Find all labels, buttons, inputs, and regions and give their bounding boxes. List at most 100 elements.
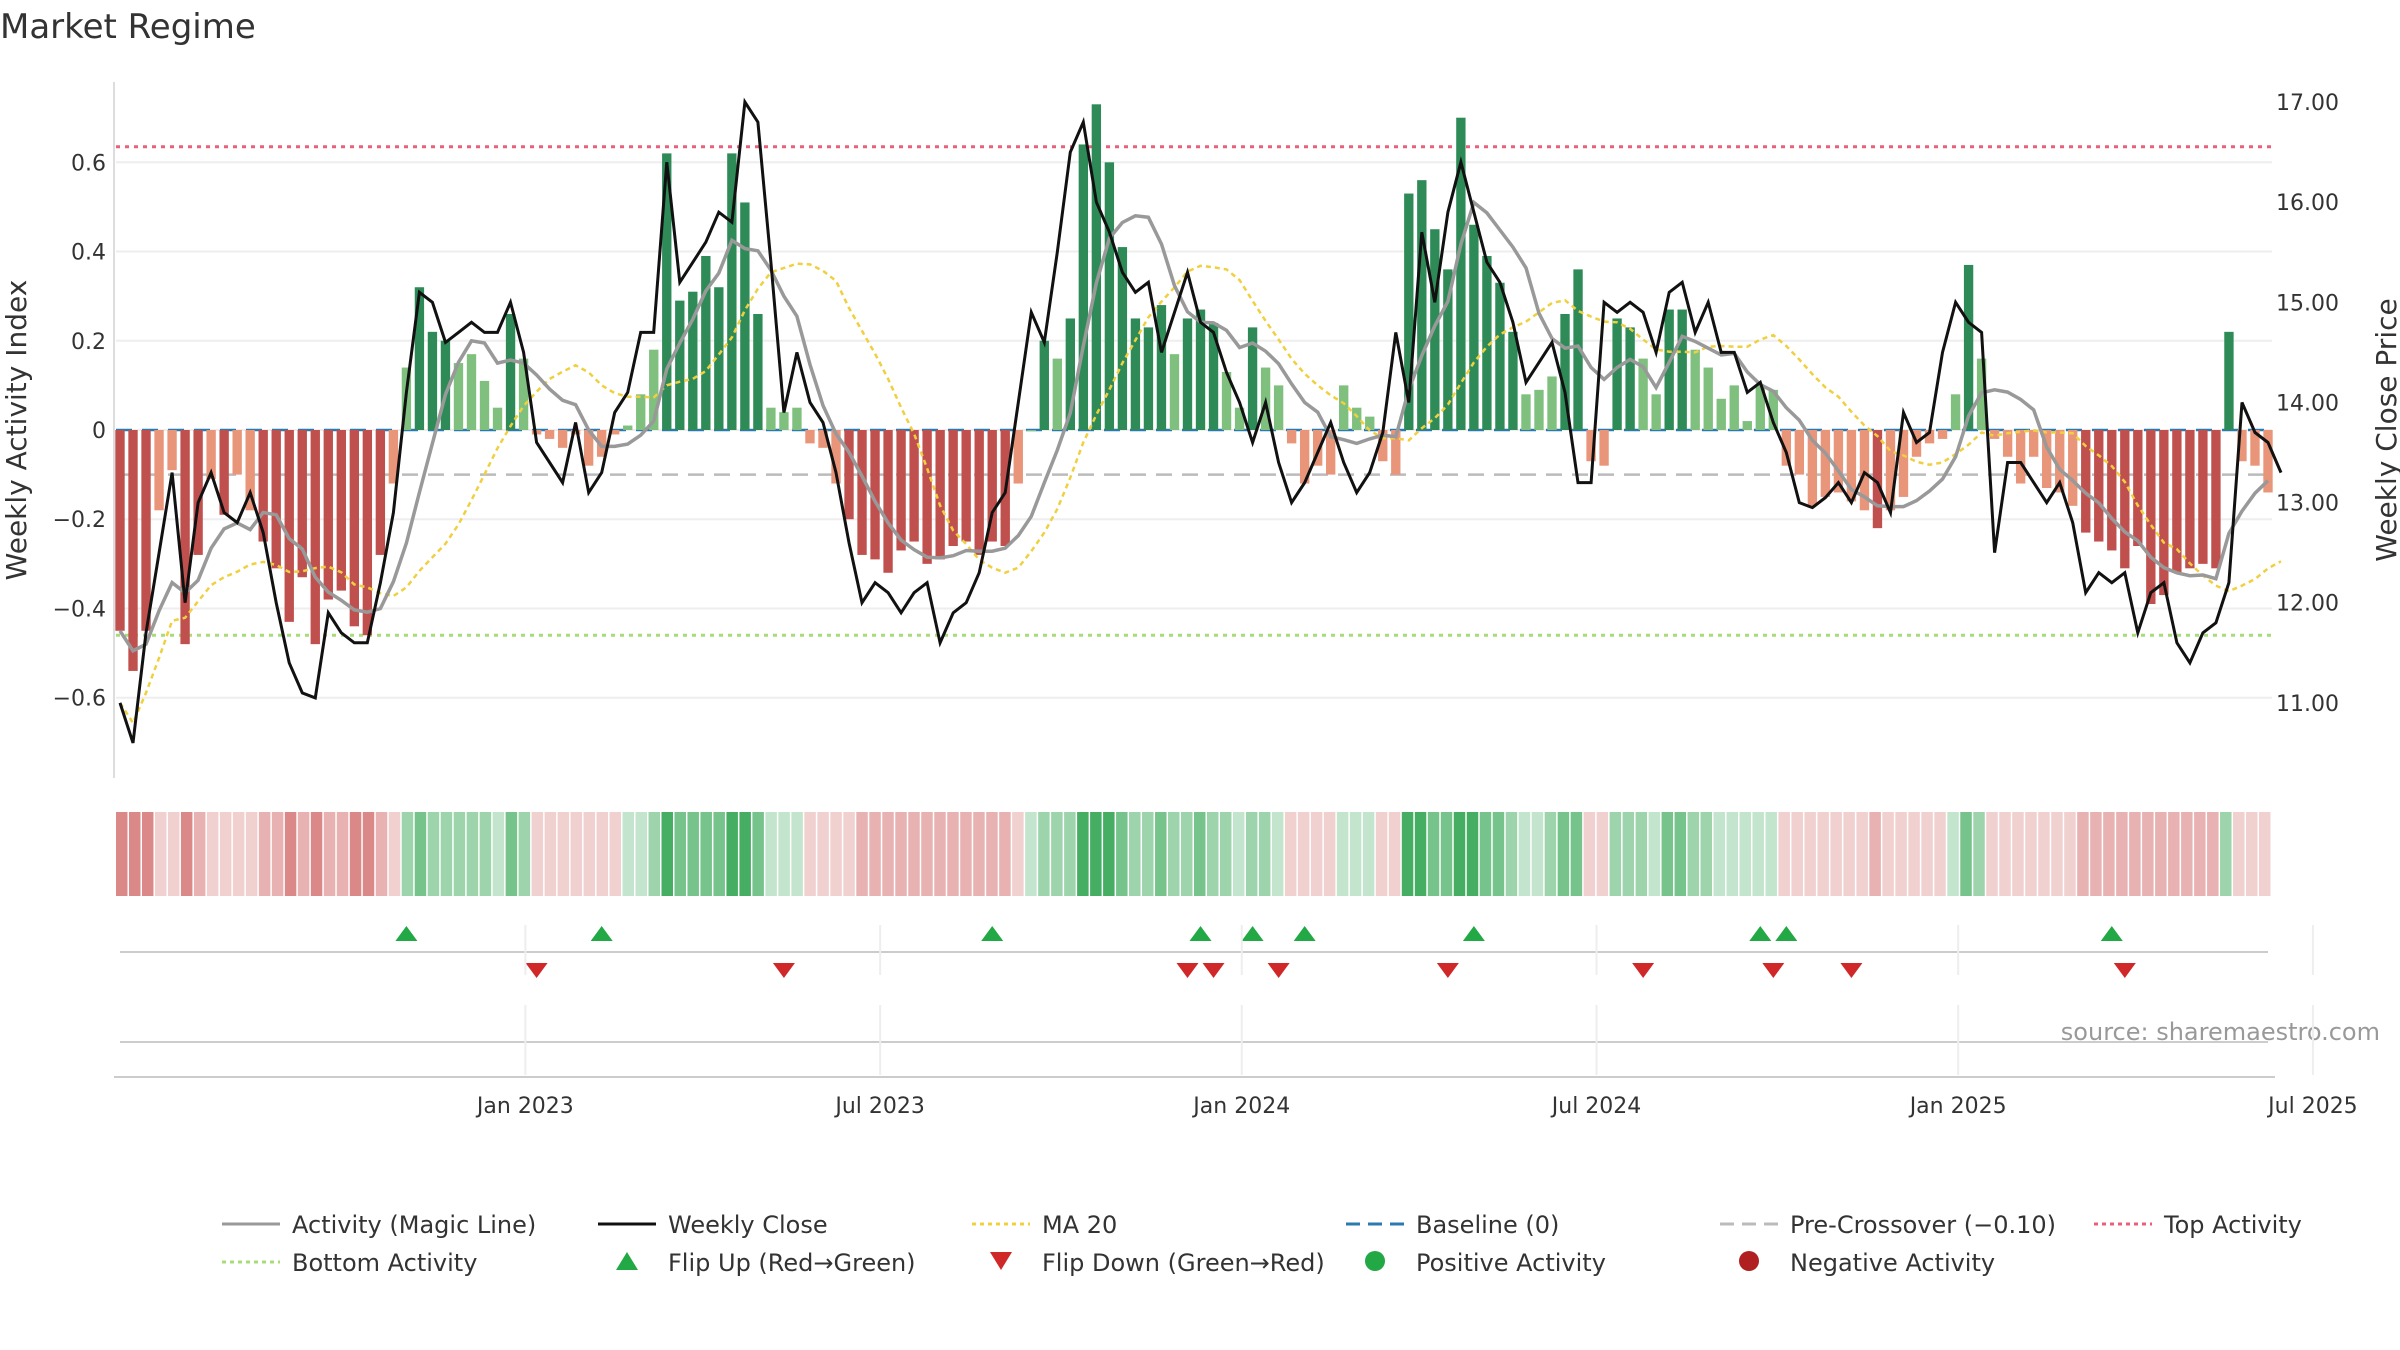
regime-strip-cell xyxy=(284,812,297,896)
legend-swatch-up xyxy=(616,1252,638,1270)
activity-bar xyxy=(610,430,620,435)
regime-strip-cell xyxy=(1271,812,1284,896)
activity-bar xyxy=(427,331,438,430)
activity-bar xyxy=(805,430,815,444)
regime-strip-cell xyxy=(1038,812,1050,896)
activity-bar xyxy=(974,430,984,555)
left-tick-label: 0.4 xyxy=(71,241,106,266)
activity-bar xyxy=(128,430,138,671)
regime-strip-cell xyxy=(2194,812,2206,896)
activity-bar xyxy=(1495,282,1505,430)
activity-bar xyxy=(740,202,750,430)
activity-bar xyxy=(883,430,893,573)
activity-bar xyxy=(1026,430,1036,431)
regime-strip-cell xyxy=(323,812,336,896)
flip-up-marker xyxy=(1293,926,1316,941)
regime-strip-cell xyxy=(505,812,518,896)
regime-strip-cell xyxy=(1232,812,1245,896)
regime-strip-cell xyxy=(1116,812,1128,896)
activity-bar xyxy=(1534,389,1544,430)
flip-up-marker xyxy=(1749,926,1772,941)
activity-bar xyxy=(870,430,880,560)
regime-strip-cell xyxy=(180,812,193,896)
legend-label: Activity (Magic Line) xyxy=(292,1211,536,1239)
activity-bar xyxy=(2015,430,2026,484)
regime-strip-cell xyxy=(1168,812,1180,896)
activity-bar xyxy=(1664,309,1674,430)
x-tick-label: Jul 2023 xyxy=(833,1094,925,1119)
activity-bar xyxy=(2094,430,2104,542)
regime-strip-cell xyxy=(1181,812,1193,896)
regime-strip-cell xyxy=(1206,812,1219,896)
regime-strip-cell xyxy=(999,812,1011,896)
activity-bar xyxy=(1599,430,1609,466)
regime-strip-cell xyxy=(648,812,660,896)
regime-strip-cell xyxy=(960,812,972,896)
regime-strip-cell xyxy=(2207,812,2219,896)
regime-strip-cell xyxy=(778,812,790,896)
regime-strip-cell xyxy=(1401,812,1414,896)
activity-bar xyxy=(1508,331,1518,430)
regime-strip-cell xyxy=(882,812,894,896)
activity-bar xyxy=(193,430,203,555)
regime-strip-cell xyxy=(466,812,479,896)
regime-strip-cell xyxy=(116,812,128,896)
regime-strip-cell xyxy=(635,812,648,896)
activity-bar xyxy=(2002,430,2013,457)
regime-strip-cell xyxy=(2233,812,2245,896)
activity-bar xyxy=(310,430,320,645)
regime-strip-cell xyxy=(2090,812,2102,896)
activity-bar xyxy=(297,430,307,578)
activity-bar xyxy=(1768,389,1778,430)
activity-bar xyxy=(466,354,477,430)
activity-bar xyxy=(1195,309,1206,430)
activity-bar xyxy=(1872,430,1883,529)
activity-bar xyxy=(557,430,568,448)
regime-strip-cell xyxy=(1453,812,1466,896)
activity-bar xyxy=(414,287,425,430)
activity-bar xyxy=(388,430,399,484)
flip-up-marker xyxy=(981,926,1004,941)
regime-strip-cell xyxy=(1986,812,1998,896)
activity-bar xyxy=(1560,314,1570,430)
regime-strip-cell xyxy=(596,812,609,896)
flip-up-marker xyxy=(2100,926,2123,941)
regime-strip-cell xyxy=(1895,812,1907,896)
right-tick-label: 13.00 xyxy=(2276,492,2339,517)
regime-strip-cell xyxy=(1323,812,1336,896)
regime-strip-cell xyxy=(843,812,855,896)
regime-strip-cell xyxy=(440,812,453,896)
activity-bar xyxy=(1859,430,1870,511)
regime-strip-cell xyxy=(1752,812,1764,896)
regime-strip-cell xyxy=(232,812,245,896)
activity-bar xyxy=(1833,430,1844,493)
activity-bar xyxy=(1091,104,1102,431)
regime-strip-cell xyxy=(1804,812,1816,896)
regime-strip-cell xyxy=(1778,812,1790,896)
activity-bar xyxy=(1104,162,1115,431)
activity-bar xyxy=(818,430,828,448)
activity-bar xyxy=(570,430,581,435)
activity-bar xyxy=(688,291,698,430)
flip-up-marker xyxy=(1241,926,1264,941)
activity-bar xyxy=(1182,318,1193,430)
activity-bar xyxy=(1898,430,1909,497)
regime-strip-cell xyxy=(661,812,673,896)
regime-strip-cell xyxy=(752,812,764,896)
regime-strip-cell xyxy=(1622,812,1635,896)
regime-strip-cell xyxy=(1999,812,2011,896)
left-tick-label: −0.6 xyxy=(53,687,106,712)
activity-bar xyxy=(271,430,281,569)
activity-bar xyxy=(2159,430,2169,596)
activity-bar xyxy=(1846,430,1857,502)
regime-strip-cell xyxy=(2142,812,2154,896)
activity-bar xyxy=(1286,430,1297,444)
activity-bar xyxy=(141,430,151,631)
activity-bar xyxy=(362,430,373,636)
activity-bar xyxy=(753,314,763,430)
regime-strip-cell xyxy=(1973,812,1985,896)
regime-strip-cell xyxy=(622,812,635,896)
regime-strip-cell xyxy=(713,812,725,896)
right-tick-label: 14.00 xyxy=(2276,391,2339,416)
regime-strip-cell xyxy=(817,812,829,896)
